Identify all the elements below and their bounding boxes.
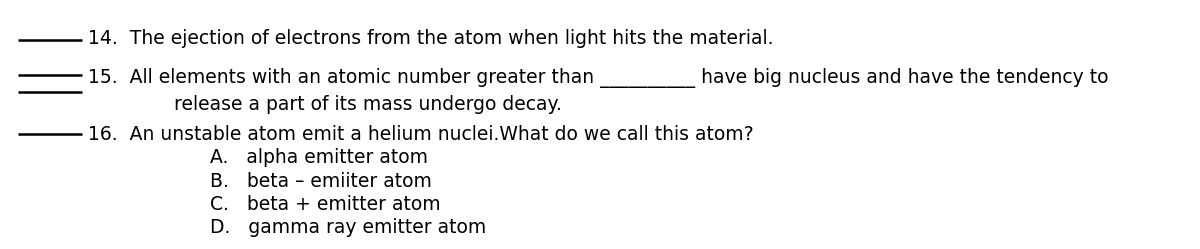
- Text: D.   gamma ray emitter atom: D. gamma ray emitter atom: [210, 218, 486, 238]
- Text: A.   alpha emitter atom: A. alpha emitter atom: [210, 148, 428, 167]
- Text: B.   beta – emiiter atom: B. beta – emiiter atom: [210, 172, 432, 191]
- Text: C.   beta + emitter atom: C. beta + emitter atom: [210, 195, 440, 214]
- Text: 16.  An unstable atom emit a helium nuclei.What do we call this atom?: 16. An unstable atom emit a helium nucle…: [88, 125, 754, 144]
- Text: 15.  All elements with an atomic number greater than __________ have big nucleus: 15. All elements with an atomic number g…: [88, 68, 1108, 88]
- Text: 14.  The ejection of electrons from the atom when light hits the material.: 14. The ejection of electrons from the a…: [88, 29, 773, 48]
- Text: release a part of its mass undergo decay.: release a part of its mass undergo decay…: [174, 95, 562, 114]
